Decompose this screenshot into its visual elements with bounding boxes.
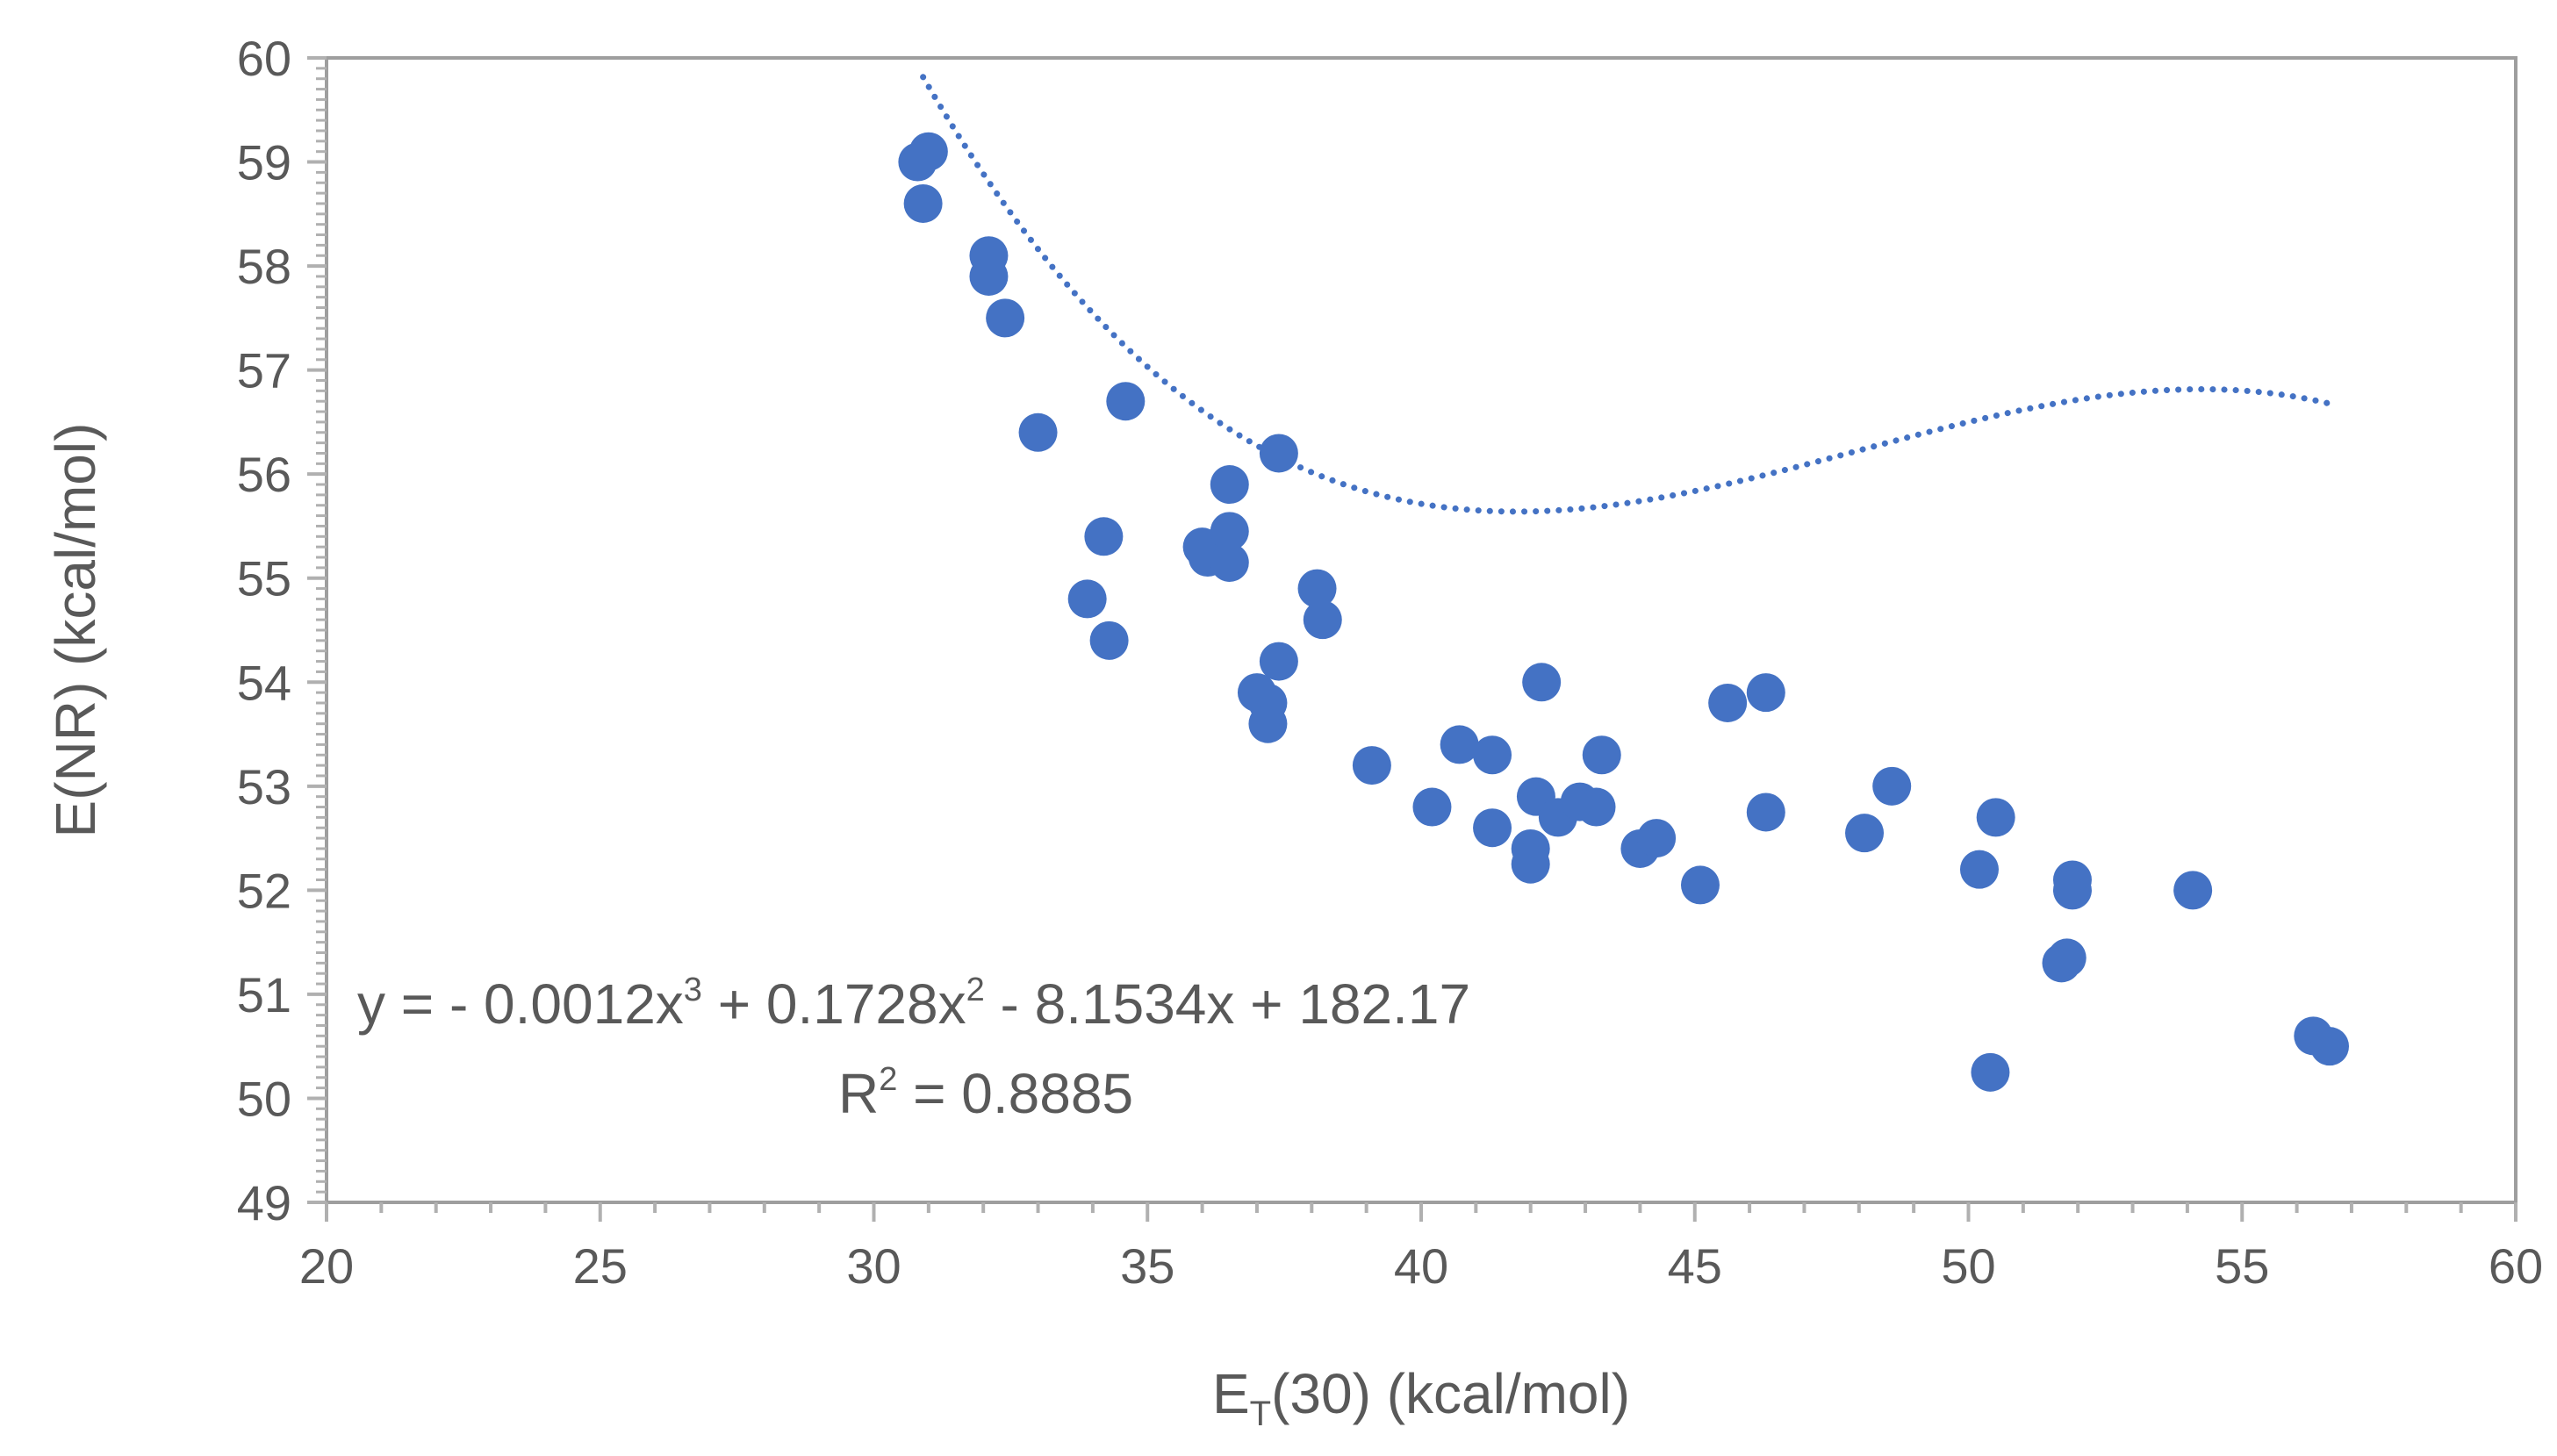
data-point <box>1084 517 1124 556</box>
data-point <box>1637 819 1677 858</box>
data-point <box>1473 808 1512 848</box>
y-tick-label: 52 <box>237 863 291 918</box>
data-point <box>1297 569 1337 608</box>
trendline <box>920 74 2333 515</box>
data-point <box>1210 542 1249 582</box>
data-point <box>1511 844 1550 884</box>
trendline-equation: y = - 0.0012x3 + 0.1728x2 - 8.1534x + 18… <box>357 972 1470 1036</box>
x-tick-label: 40 <box>1394 1238 1448 1294</box>
y-tick-label: 55 <box>237 551 291 606</box>
r-squared-label: R2 = 0.8885 <box>838 1061 1133 1125</box>
data-point <box>1959 850 1999 889</box>
data-point <box>1259 434 1298 473</box>
x-tick-label: 30 <box>846 1238 901 1294</box>
data-point <box>1708 683 1748 722</box>
y-tick-label: 56 <box>237 447 291 502</box>
data-point <box>969 256 1009 296</box>
data-point <box>2310 1027 2350 1066</box>
data-point <box>2173 871 2213 910</box>
data-point <box>1412 787 1452 827</box>
data-point <box>1522 663 1562 702</box>
data-point <box>1106 382 1146 421</box>
plot-area <box>325 56 2517 1204</box>
y-tick-label: 58 <box>237 239 291 294</box>
data-point <box>1089 620 1129 660</box>
y-tick-label: 59 <box>237 135 291 190</box>
data-point <box>1473 735 1512 775</box>
x-tick-label: 45 <box>1668 1238 1722 1294</box>
data-point <box>1971 1052 2010 1092</box>
y-tick-label: 53 <box>237 759 291 814</box>
data-point <box>1976 798 2015 837</box>
data-point <box>2047 938 2087 978</box>
x-tick-label: 20 <box>299 1238 354 1294</box>
data-point <box>1210 512 1249 551</box>
x-tick-label: 55 <box>2215 1238 2269 1294</box>
data-point <box>1680 865 1720 905</box>
data-point <box>1845 814 1885 853</box>
data-point <box>1210 465 1249 505</box>
data-point <box>2052 871 2092 910</box>
x-axis-title: ET(30) (kcal/mol) <box>1212 1362 1630 1433</box>
y-tick-label: 60 <box>237 31 291 86</box>
y-tick-label: 50 <box>237 1071 291 1126</box>
data-point <box>903 183 943 223</box>
data-point <box>1746 793 1785 832</box>
data-point <box>1582 735 1621 775</box>
x-tick-label: 50 <box>1941 1238 1995 1294</box>
data-point <box>1440 725 1479 764</box>
data-points <box>898 132 2350 1092</box>
data-point <box>909 132 948 171</box>
data-point <box>1018 412 1058 452</box>
y-axis-title: E(NR) (kcal/mol) <box>44 423 107 838</box>
y-tick-label: 54 <box>237 655 291 710</box>
data-point <box>1303 600 1342 640</box>
trendline-layer <box>920 74 2333 515</box>
data-point <box>1259 642 1298 681</box>
data-point <box>1577 787 1616 827</box>
data-point <box>986 298 1025 338</box>
y-tick-label: 49 <box>237 1175 291 1230</box>
data-point <box>1067 579 1107 619</box>
data-point <box>1248 704 1288 743</box>
x-tick-label: 35 <box>1120 1238 1174 1294</box>
axis-ticks: 20 25 30 35 40 45 50 55 60 49 50 51 52 53 54 55 56 57 58 59… <box>237 31 2543 1294</box>
x-tick-label: 25 <box>573 1238 628 1294</box>
data-point <box>1872 766 1912 806</box>
x-tick-label: 60 <box>2489 1238 2543 1294</box>
y-tick-label: 51 <box>237 967 291 1022</box>
data-point <box>1352 746 1391 785</box>
data-point <box>1746 673 1785 713</box>
y-tick-label: 57 <box>237 343 291 398</box>
